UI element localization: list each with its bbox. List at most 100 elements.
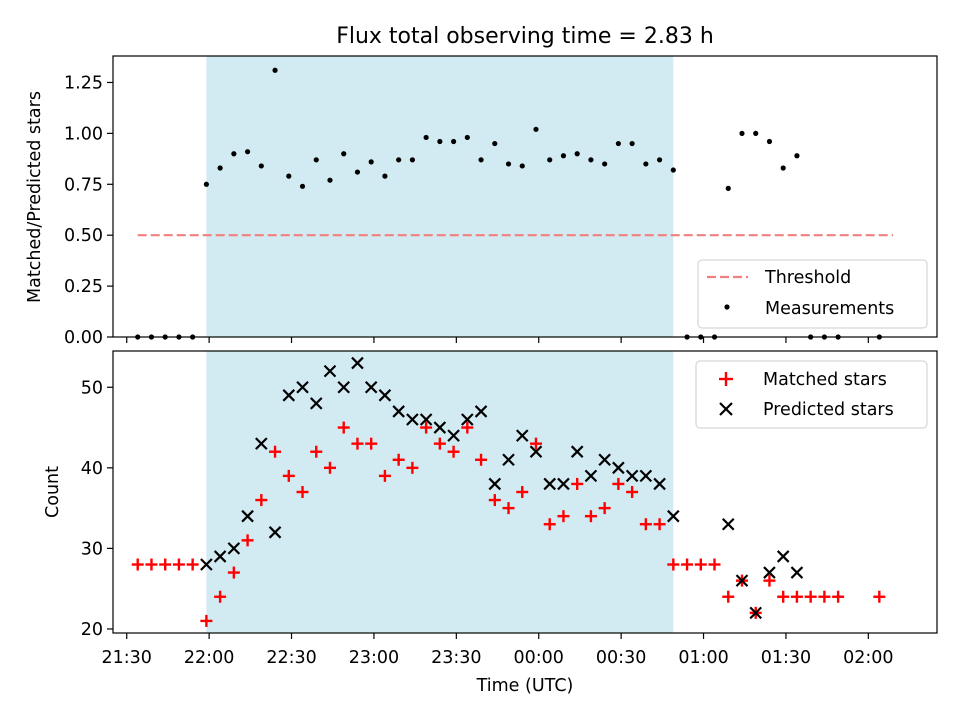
matched-star-point (296, 486, 309, 498)
measurement-point (753, 130, 759, 136)
measurement-point (588, 157, 594, 163)
predicted-star-mark-b (776, 550, 790, 563)
measurement-point (368, 159, 374, 165)
matched-star-point (241, 534, 254, 547)
predicted-star-point (763, 566, 776, 579)
matched-star-point (282, 469, 295, 482)
measurement-point (203, 181, 209, 187)
top-y-axis-label: Matched/Predicted stars (25, 91, 45, 303)
matched-star-point (406, 461, 419, 474)
predicted-stars-legend-label: Predicted stars (763, 400, 894, 420)
x-tick-label: 21:30 (102, 648, 152, 668)
matched-star-point (145, 558, 158, 571)
predicted-star-mark-b (213, 550, 227, 563)
predicted-star-point (419, 413, 433, 426)
matched-star-point (694, 558, 707, 571)
matched-star-point (200, 614, 213, 627)
predicted-star-point (255, 437, 268, 450)
bottom-y-ticks: 20 30 40 50 (81, 378, 113, 640)
predicted-star-mark-b (790, 566, 804, 579)
predicted-star-mark-b (419, 413, 433, 426)
threshold-legend-label: Threshold (764, 268, 851, 288)
x-axis-label: Time (UTC) (476, 676, 574, 696)
predicted-star-mark-b (447, 429, 460, 442)
x-tick-label: 01:00 (678, 648, 728, 668)
matched-star-point (516, 486, 529, 498)
matched-star-point (653, 518, 666, 531)
predicted-star-point (557, 477, 570, 491)
predicted-star-point (296, 380, 309, 394)
measurement-point (547, 157, 553, 163)
matched-star-point (227, 566, 240, 579)
matched-stars-legend-label: Matched stars (763, 370, 887, 390)
predicted-star-point (309, 397, 323, 410)
predicted-star-point (241, 509, 254, 523)
matched-star-point (543, 518, 556, 531)
matched-stars-points (131, 421, 886, 627)
x-tick-label: 23:00 (349, 648, 399, 668)
bottom-x-ticks: 21:30 22:00 22:30 23:00 23:30 00:00 00:30 01:00… (102, 633, 894, 668)
matched-star-point (310, 445, 323, 458)
matched-star-point (639, 518, 652, 531)
measurement-point (341, 151, 347, 157)
matched-star-point (763, 574, 776, 587)
matched-star-point (873, 590, 886, 603)
predicted-stars-points (200, 356, 804, 620)
predicted-star-mark-b (392, 405, 405, 418)
matched-star-point (378, 469, 391, 482)
predicted-star-mark-b (721, 517, 735, 531)
predicted-star-mark-b (406, 413, 419, 426)
predicted-star-mark-b (474, 405, 488, 418)
y-tick-label: 0.25 (64, 277, 103, 297)
matched-star-point (337, 421, 350, 434)
predicted-star-point (213, 550, 227, 563)
matched-star-point (557, 510, 570, 523)
measurement-point (478, 157, 484, 163)
bottom-axes-frame (112, 350, 938, 634)
y-tick-label: 40 (81, 459, 103, 479)
x-tick-label: 23:30 (431, 648, 481, 668)
matched-star-point (598, 502, 611, 515)
measurement-point (492, 140, 498, 147)
predicted-star-point (612, 461, 625, 475)
bottom-legend-box (695, 360, 928, 429)
matched-star-point (420, 421, 433, 434)
measurement-point (766, 138, 773, 145)
matched-star-point (790, 590, 803, 603)
matched-star-point (214, 590, 227, 603)
matched-star-point (626, 486, 639, 498)
predicted-star-point (584, 469, 598, 483)
x-tick-label: 02:00 (843, 648, 893, 668)
y-tick-label: 0.75 (64, 175, 103, 195)
predicted-star-point (721, 517, 735, 531)
x-tick-label: 00:30 (596, 648, 646, 668)
x-tick-label: 01:30 (761, 648, 811, 668)
predicted-star-point (200, 558, 213, 571)
measurement-point (794, 153, 800, 159)
measurement-point (244, 149, 251, 155)
predicted-star-mark-b (763, 566, 776, 579)
measurement-point (615, 140, 621, 147)
measurement-point (217, 165, 223, 171)
predicted-star-point (268, 526, 282, 539)
chart-title: Flux total observing time = 2.83 h (336, 24, 714, 49)
predicted-star-mark-b (598, 453, 611, 467)
bottom-legend: Matched stars Predicted stars (695, 360, 928, 429)
measurements-legend-swatch (724, 304, 730, 310)
predicted-star-mark-b (515, 429, 529, 442)
predicted-star-mark-b (378, 389, 392, 402)
predicted-star-point (227, 542, 241, 555)
matched-star-point (612, 477, 625, 490)
predicted-star-point (337, 380, 350, 394)
predicted-star-point (653, 477, 666, 491)
predicted-star-mark-b (227, 542, 241, 555)
measurement-point (780, 165, 786, 171)
predicted-star-mark-b (557, 477, 570, 491)
bottom-y-axis-label: Count (43, 466, 63, 518)
measurement-point (739, 130, 745, 136)
matched-star-point (475, 453, 488, 466)
predicted-star-mark-b (529, 445, 543, 458)
matched-star-point (392, 453, 405, 466)
measurement-point (423, 134, 429, 141)
matched-star-point (529, 437, 542, 450)
